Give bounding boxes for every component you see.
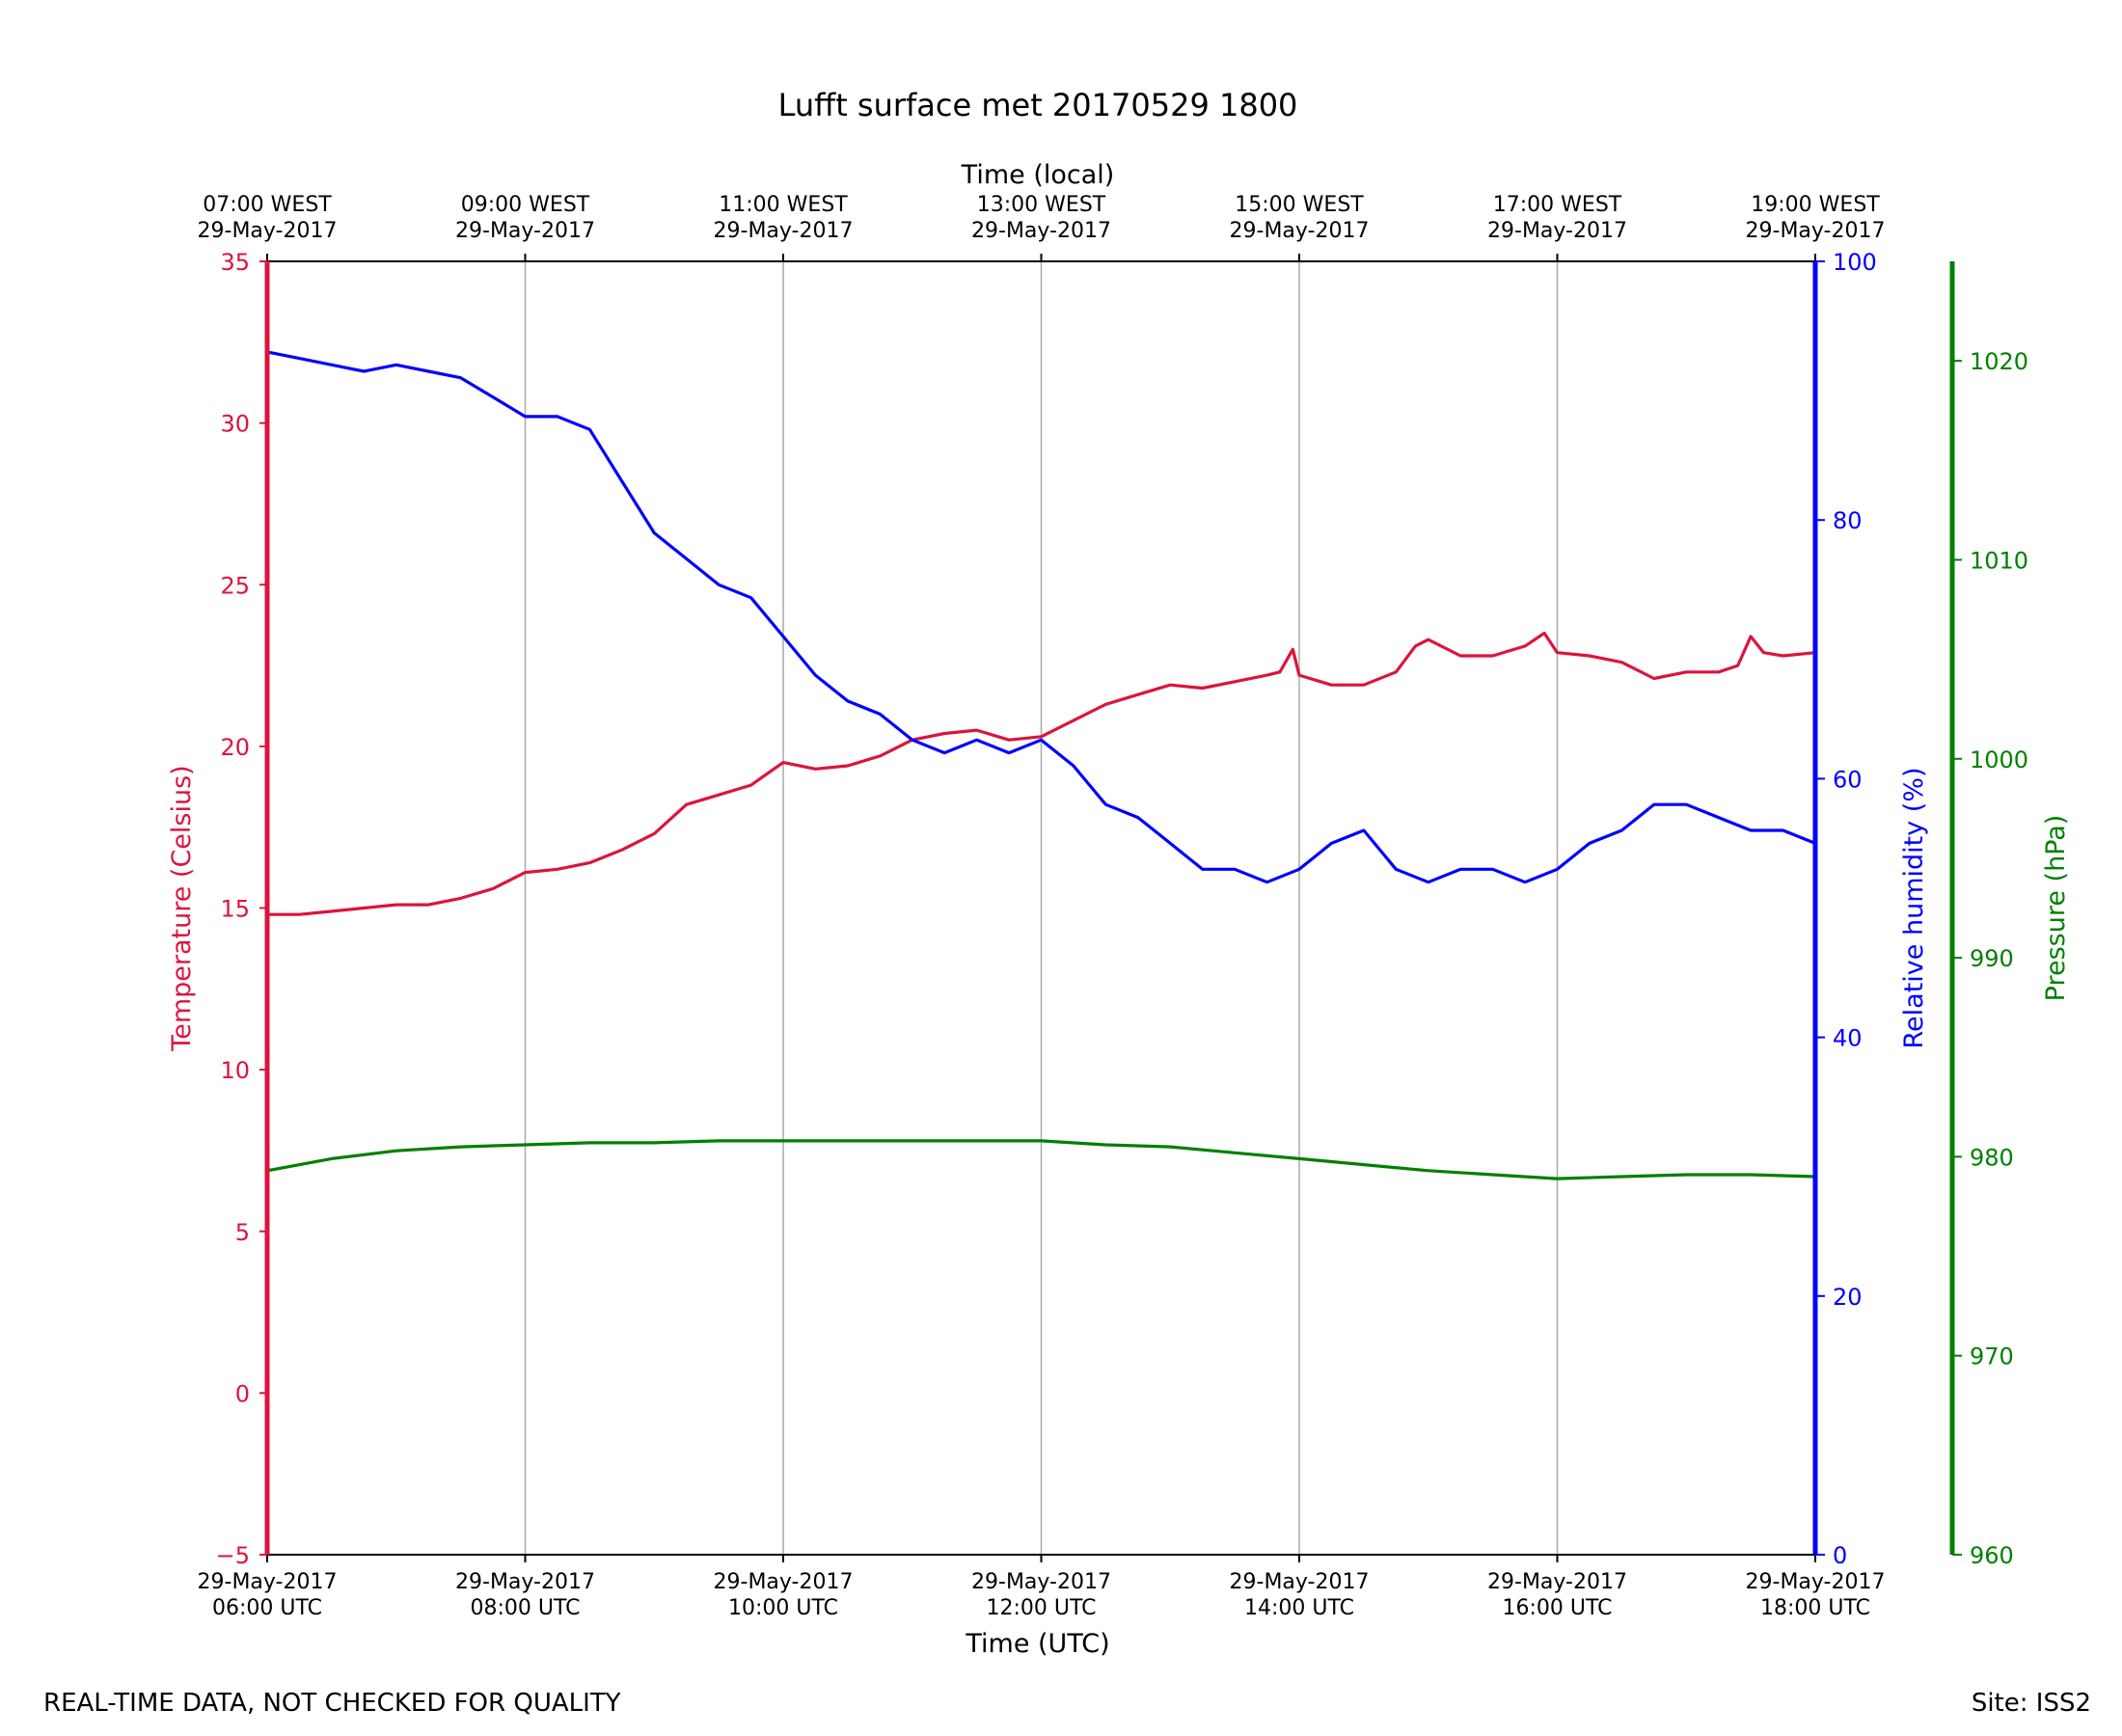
humidity-tick-label: 80 — [1833, 507, 1863, 534]
top-x-tick-label: 17:00 WEST — [1493, 193, 1622, 217]
x-tick-label: 29-May-2017 — [198, 1570, 338, 1594]
x-tick-label: 08:00 UTC — [470, 1596, 580, 1620]
top-x-tick-label: 29-May-2017 — [198, 219, 338, 243]
plot-frame — [264, 260, 1955, 1556]
top-x-tick-label: 09:00 WEST — [461, 193, 590, 217]
pressure-series-line — [266, 1139, 1816, 1180]
x-tick-label: 14:00 UTC — [1244, 1596, 1354, 1620]
top-x-tick-label: 15:00 WEST — [1235, 193, 1364, 217]
humidity-tick-label: 0 — [1833, 1542, 1847, 1569]
x-tick-label: 29-May-2017 — [971, 1570, 1111, 1594]
data-series — [266, 350, 1816, 1180]
temperature-tick-label: 10 — [220, 1057, 250, 1084]
top-x-tick-label: 29-May-2017 — [1487, 219, 1627, 243]
temperature-tick-label: 25 — [220, 572, 250, 599]
x-tick-label: 12:00 UTC — [986, 1596, 1096, 1620]
humidity-axis-title: Relative humidity (%) — [1899, 767, 1929, 1048]
site-label: Site: ISS2 — [1972, 1689, 2091, 1718]
x-tick-label: 10:00 UTC — [728, 1596, 838, 1620]
temperature-tick-label: 35 — [220, 249, 250, 276]
humidity-tick-label: 40 — [1833, 1025, 1863, 1052]
top-x-tick-label: 29-May-2017 — [1230, 219, 1370, 243]
temperature-tick-label: 5 — [235, 1219, 250, 1246]
humidity-tick-label: 60 — [1833, 766, 1863, 793]
bottom-axis-title: Time (UTC) — [965, 1629, 1109, 1659]
vertical-grid — [524, 261, 1559, 1555]
humidity-tick-label: 20 — [1833, 1284, 1863, 1311]
temperature-tick-label: 30 — [220, 411, 250, 438]
top-axis-title: Time (local) — [961, 160, 1115, 190]
x-tick-label: 16:00 UTC — [1502, 1596, 1612, 1620]
pressure-tick-label: 1010 — [1970, 547, 2028, 574]
temperature-tick-label: 0 — [235, 1380, 250, 1407]
pressure-tick-label: 960 — [1970, 1542, 2014, 1569]
temperature-tick-label: 20 — [220, 734, 250, 761]
chart-title: Lufft surface met 20170529 1800 — [778, 87, 1298, 123]
x-tick-label: 18:00 UTC — [1760, 1596, 1870, 1620]
pressure-tick-label: 980 — [1970, 1144, 2014, 1171]
top-x-tick-label: 29-May-2017 — [971, 219, 1111, 243]
humidity-tick-label: 100 — [1833, 249, 1877, 276]
pressure-tick-label: 970 — [1970, 1343, 2014, 1370]
pressure-tick-label: 990 — [1970, 945, 2014, 972]
temperature-axis-title: Temperature (Celsius) — [167, 765, 197, 1051]
top-x-tick-label: 29-May-2017 — [714, 219, 854, 243]
top-x-tick-label: 07:00 WEST — [203, 193, 332, 217]
pressure-axis-title: Pressure (hPa) — [2041, 815, 2071, 1002]
x-tick-label: 29-May-2017 — [1746, 1570, 1886, 1594]
top-x-tick-label: 13:00 WEST — [977, 193, 1106, 217]
top-x-tick-label: 11:00 WEST — [719, 193, 848, 217]
pressure-tick-label: 1000 — [1970, 746, 2028, 773]
temperature-tick-label: 15 — [220, 896, 250, 923]
top-x-tick-label: 29-May-2017 — [1746, 219, 1886, 243]
y-axes: −5 0 5 10 15 20 25 30 35 Temperature (Celsius) 0 20… — [167, 249, 2071, 1569]
x-tick-label: 29-May-2017 — [1230, 1570, 1370, 1594]
temperature-series-line — [267, 631, 1816, 916]
x-tick-label: 29-May-2017 — [455, 1570, 595, 1594]
quality-note: REAL-TIME DATA, NOT CHECKED FOR QUALITY — [43, 1689, 621, 1718]
x-tick-label: 29-May-2017 — [1487, 1570, 1627, 1594]
humidity-series-line — [266, 350, 1816, 884]
pressure-tick-label: 1020 — [1970, 348, 2028, 375]
temperature-tick-label: −5 — [216, 1542, 250, 1569]
x-tick-label: 29-May-2017 — [714, 1570, 854, 1594]
top-x-tick-label: 29-May-2017 — [455, 219, 595, 243]
top-x-tick-label: 19:00 WEST — [1751, 193, 1880, 217]
x-tick-label: 06:00 UTC — [212, 1596, 322, 1620]
